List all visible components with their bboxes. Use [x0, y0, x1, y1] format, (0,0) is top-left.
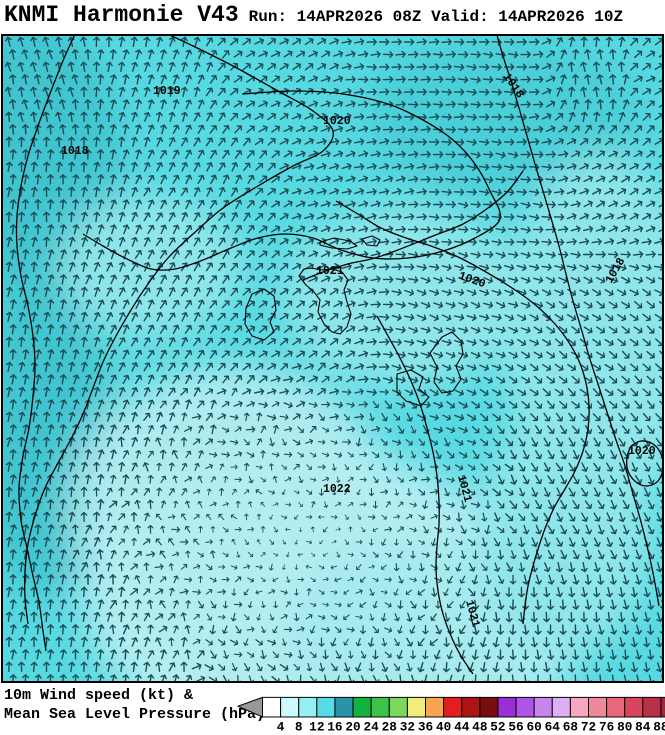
svg-text:88: 88 [653, 720, 665, 735]
svg-text:40: 40 [436, 720, 451, 735]
svg-text:1020: 1020 [628, 445, 656, 458]
svg-text:44: 44 [454, 720, 470, 735]
svg-text:84: 84 [635, 720, 651, 735]
svg-text:1020: 1020 [323, 115, 351, 128]
svg-text:60: 60 [527, 720, 542, 735]
svg-text:1022: 1022 [323, 483, 351, 496]
svg-text:64: 64 [545, 720, 561, 735]
svg-text:28: 28 [382, 720, 397, 735]
svg-text:1021: 1021 [316, 265, 344, 278]
svg-text:16: 16 [327, 720, 342, 735]
svg-text:68: 68 [563, 720, 578, 735]
svg-text:36: 36 [418, 720, 433, 735]
svg-text:20: 20 [345, 720, 360, 735]
svg-text:72: 72 [581, 720, 596, 735]
svg-text:1018: 1018 [61, 145, 89, 158]
svg-text:24: 24 [364, 720, 380, 735]
svg-text:48: 48 [472, 720, 487, 735]
svg-text:80: 80 [617, 720, 632, 735]
svg-text:32: 32 [400, 720, 415, 735]
svg-text:56: 56 [508, 720, 523, 735]
svg-text:4: 4 [277, 720, 285, 735]
svg-text:8: 8 [295, 720, 303, 735]
svg-text:1019: 1019 [153, 85, 181, 98]
svg-text:76: 76 [599, 720, 614, 735]
svg-text:12: 12 [309, 720, 324, 735]
svg-text:52: 52 [490, 720, 505, 735]
